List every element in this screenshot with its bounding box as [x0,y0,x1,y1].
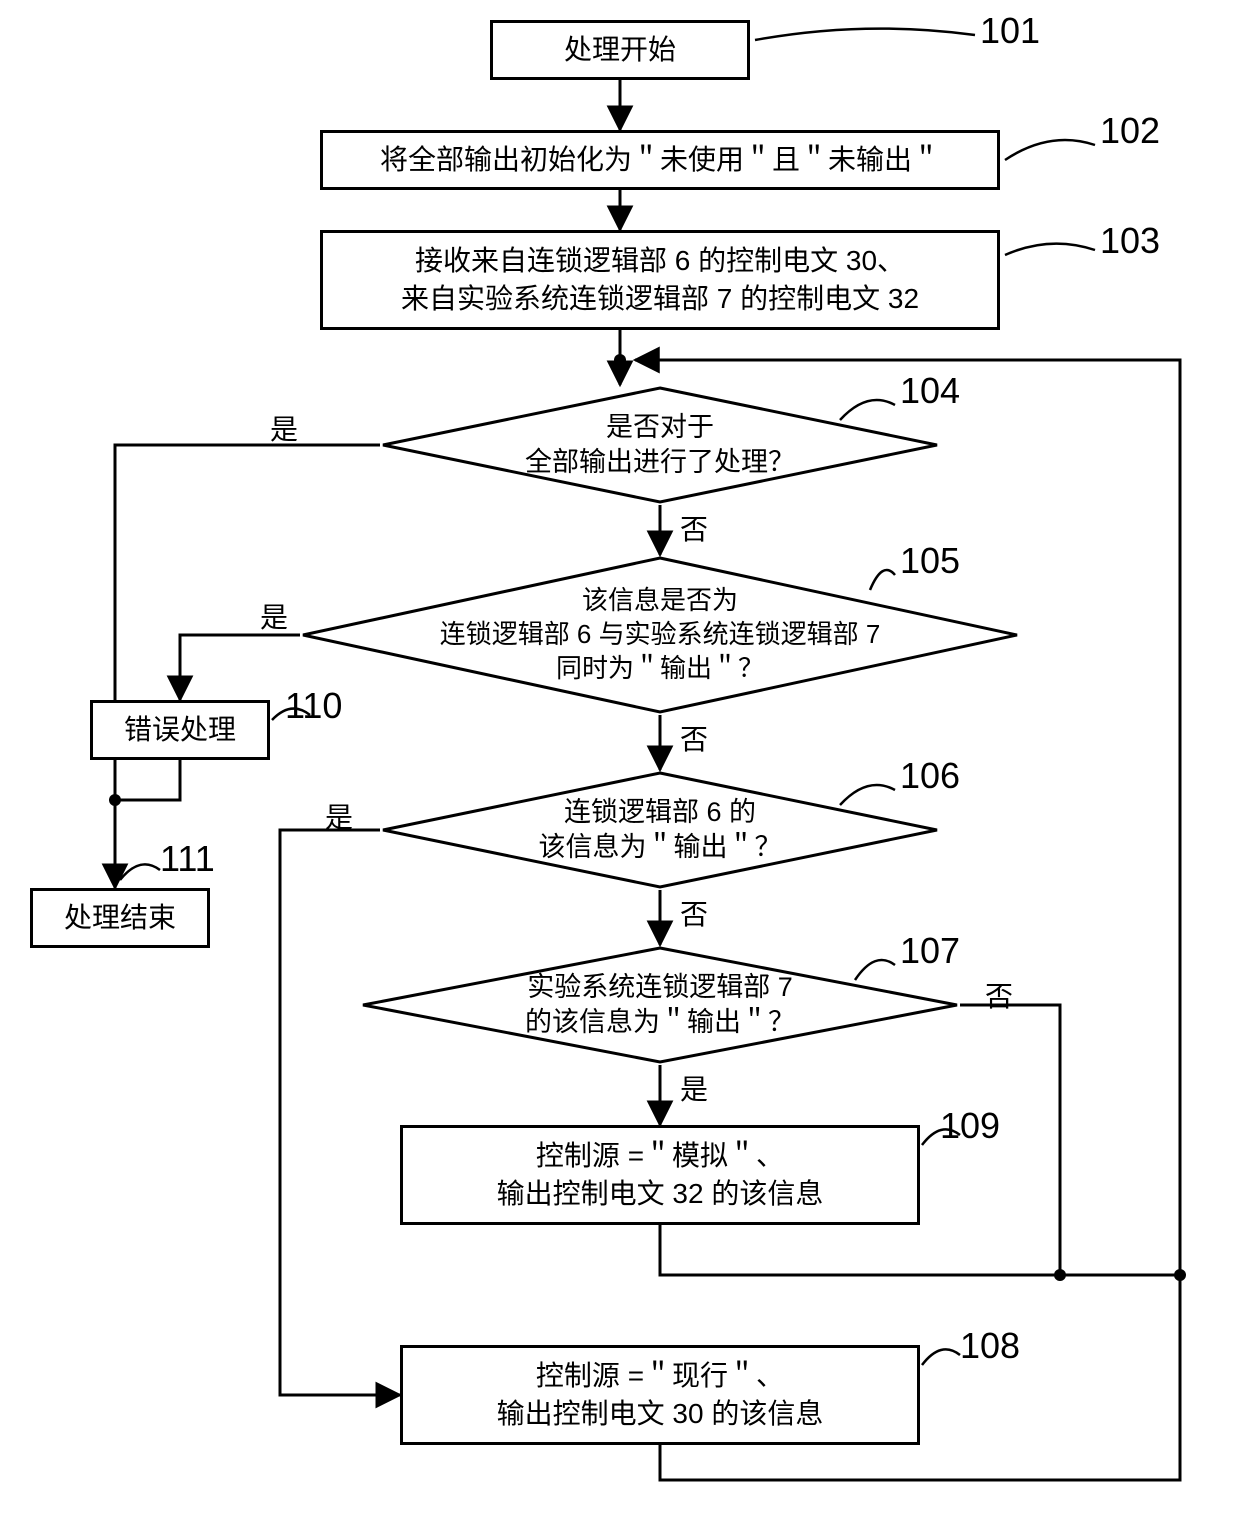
ref-109: 109 [940,1105,1000,1147]
ref-110: 110 [285,685,342,727]
node-out-sim: 控制源 =＂模拟＂、 输出控制电文 32 的该信息 [400,1125,920,1225]
edge-104-yes: 是 [270,408,298,448]
node-out-cur: 控制源 =＂现行＂、 输出控制电文 30 的该信息 [400,1345,920,1445]
ref-105: 105 [900,540,960,582]
node-receive: 接收来自连锁逻辑部 6 的控制电文 30、 来自实验系统连锁逻辑部 7 的控制电… [320,230,1000,330]
ref-102: 102 [1100,110,1160,152]
node-all-processed-text: 是否对于 全部输出进行了处理？ [525,410,795,480]
node-il6-output-text: 连锁逻辑部 6 的 该信息为＂输出＂？ [539,795,782,865]
edge-106-no: 否 [680,893,708,933]
ref-103: 103 [1100,220,1160,262]
ref-108: 108 [960,1325,1020,1367]
node-il7-output-text: 实验系统连锁逻辑部 7 的该信息为＂输出＂？ [525,970,795,1040]
node-all-processed: 是否对于 全部输出进行了处理？ [380,385,940,505]
node-out-cur-text: 控制源 =＂现行＂、 输出控制电文 30 的该信息 [497,1357,824,1433]
node-error: 错误处理 [90,700,270,760]
edge-105-yes: 是 [260,596,288,636]
node-error-text: 错误处理 [124,711,236,749]
node-out-sim-text: 控制源 =＂模拟＂、 输出控制电文 32 的该信息 [497,1137,824,1213]
node-il7-output: 实验系统连锁逻辑部 7 的该信息为＂输出＂？ [360,945,960,1065]
node-receive-text: 接收来自连锁逻辑部 6 的控制电文 30、 来自实验系统连锁逻辑部 7 的控制电… [401,242,919,318]
node-start: 处理开始 [490,20,750,80]
node-init-text: 将全部输出初始化为＂未使用＂且＂未输出＂ [380,141,940,179]
node-both-output-text: 该信息是否为 连锁逻辑部 6 与实验系统连锁逻辑部 7 同时为＂输出＂？ [440,584,881,685]
ref-107: 107 [900,930,960,972]
ref-106: 106 [900,755,960,797]
edge-106-yes: 是 [325,796,353,836]
node-init: 将全部输出初始化为＂未使用＂且＂未输出＂ [320,130,1000,190]
node-end-text: 处理结束 [64,899,176,937]
ref-111: 111 [160,838,215,880]
node-il6-output: 连锁逻辑部 6 的 该信息为＂输出＂？ [380,770,940,890]
edge-104-no: 否 [680,508,708,548]
ref-104: 104 [900,370,960,412]
edge-105-no: 否 [680,718,708,758]
edge-107-no: 否 [985,975,1013,1015]
node-start-text: 处理开始 [564,31,676,69]
ref-101: 101 [980,10,1040,52]
edge-107-yes: 是 [680,1068,708,1108]
node-end: 处理结束 [30,888,210,948]
